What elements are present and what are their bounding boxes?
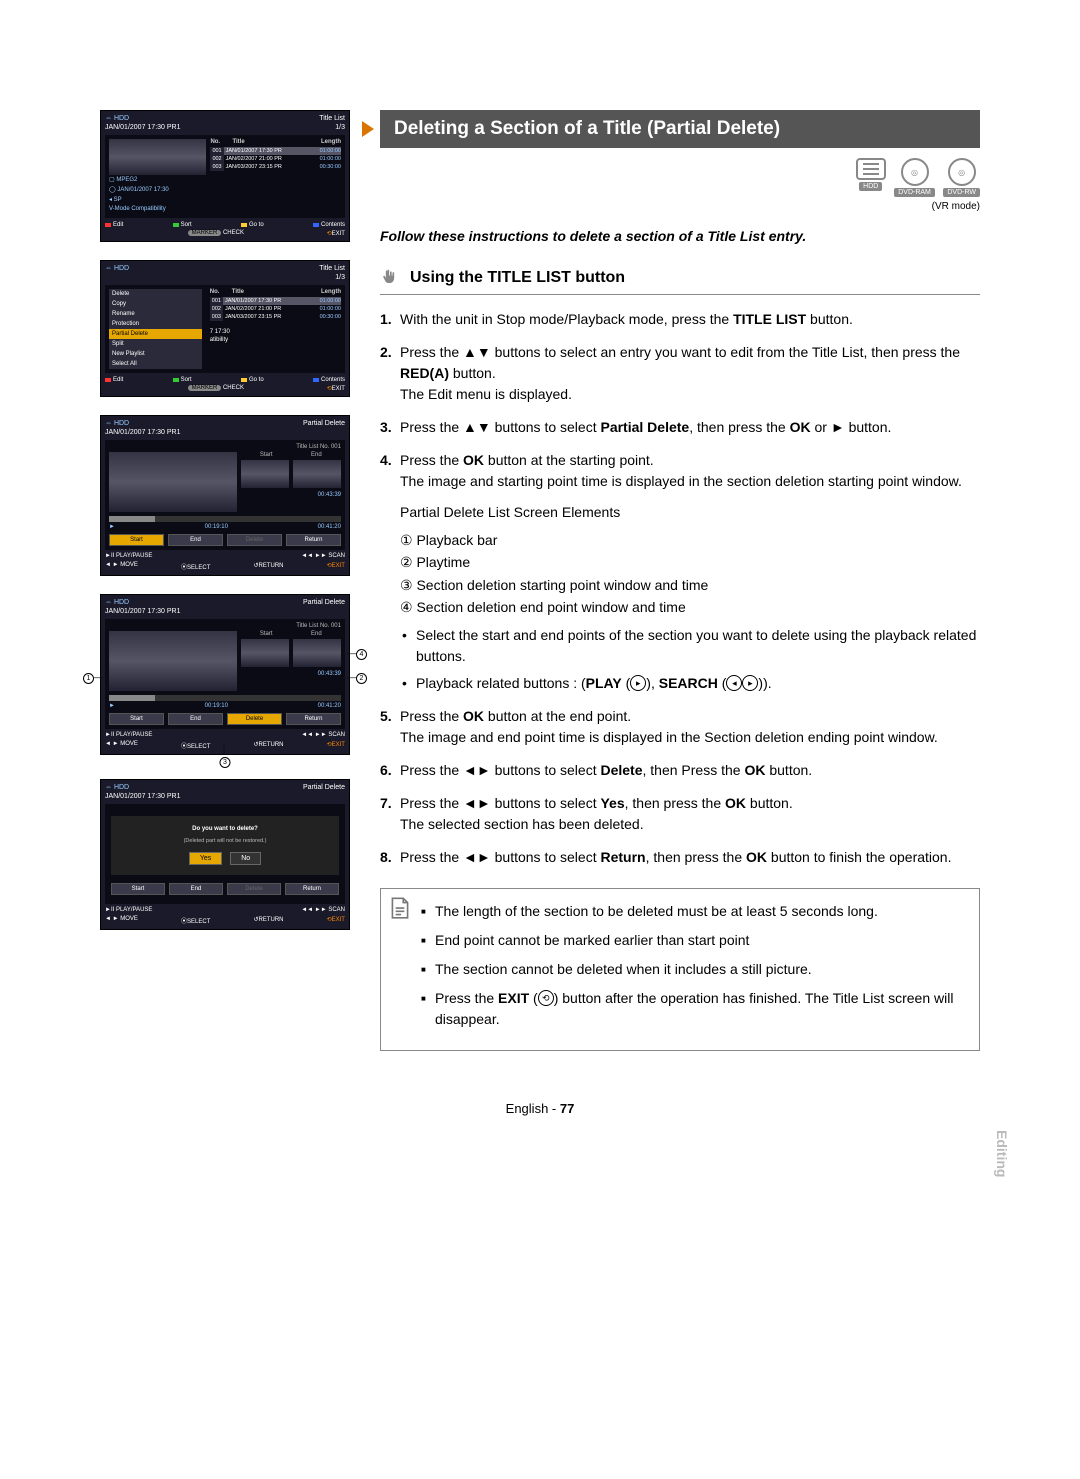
- menu-item[interactable]: Split: [109, 339, 202, 349]
- pd-return-button[interactable]: Return: [285, 883, 339, 895]
- exit-icon: ⟲: [538, 990, 554, 1006]
- pd-return-button[interactable]: Return: [286, 534, 341, 546]
- count-label: 1/3: [335, 124, 345, 131]
- step-2: Press the ▲▼ buttons to select an entry …: [380, 342, 980, 405]
- hdd-icon: [856, 158, 886, 180]
- foot-exit: EXIT: [332, 231, 345, 237]
- foot-check: CHECK: [223, 230, 244, 236]
- note-1: The length of the section to be deleted …: [421, 901, 965, 922]
- pd-start-button[interactable]: Start: [109, 713, 164, 725]
- foot-sort: Sort: [181, 222, 192, 228]
- hdd-label: ⇔ HDD: [105, 115, 129, 122]
- page-footer: English - 77: [100, 1101, 980, 1116]
- meta-1: ▢ MPEG2: [109, 177, 206, 185]
- edit-menu: DeleteCopyRenameProtectionPartial Delete…: [109, 289, 202, 369]
- end-thumb: [293, 460, 341, 488]
- menu-item[interactable]: Partial Delete: [109, 329, 202, 339]
- hdd-label: HDD: [859, 182, 882, 191]
- pd-end-button[interactable]: End: [169, 883, 223, 895]
- foot-edit: Edit: [113, 222, 123, 228]
- menu-item[interactable]: Rename: [109, 309, 202, 319]
- pd-start-button[interactable]: Start: [109, 534, 164, 546]
- menu-item[interactable]: Copy: [109, 299, 202, 309]
- step-7: Press the ◄► buttons to select Yes, then…: [380, 793, 980, 835]
- note-box: The length of the section to be deleted …: [380, 888, 980, 1051]
- side-tab: Editing: [994, 1130, 1010, 1177]
- screen-confirm-delete: ⇔ HDD Partial Delete JAN/01/2007 17:30 P…: [100, 779, 350, 930]
- note-3: The section cannot be deleted when it in…: [421, 959, 965, 980]
- sub-header: Using the TITLE LIST button: [410, 269, 625, 287]
- content-column: Deleting a Section of a Title (Partial D…: [380, 110, 980, 1051]
- confirm-yes-button[interactable]: Yes: [189, 852, 222, 865]
- search-back-icon: ◂: [726, 675, 742, 691]
- table-row: 001JAN/01/2007 17:30 PR01:00:00: [210, 147, 341, 155]
- screen-edit-menu: ⇔ HDD Title List JAN/01/2007 17:30 PR1 1…: [100, 260, 350, 397]
- foot-goto: Go to: [249, 222, 264, 228]
- vr-mode-label: (VR mode): [380, 201, 980, 212]
- preview-thumbnail: [109, 139, 206, 175]
- table-row: 002JAN/02/2007 21:00 PR01:00:00: [210, 305, 341, 313]
- pd-end-button[interactable]: End: [168, 534, 223, 546]
- dvd-ram-icon: ◎: [901, 158, 929, 186]
- pd-delete-button[interactable]: Delete: [227, 713, 282, 725]
- pd-end-button[interactable]: End: [168, 713, 223, 725]
- step-6: Press the ◄► buttons to select Delete, t…: [380, 760, 980, 781]
- follow-instruction: Follow these instructions to delete a se…: [380, 228, 980, 244]
- section-title: Deleting a Section of a Title (Partial D…: [380, 110, 980, 148]
- table-row: 001JAN/01/2007 17:30 PR01:00:00: [210, 297, 341, 305]
- element-2: ② Playtime: [400, 551, 980, 573]
- table-row: 002JAN/02/2007 21:00 PR01:00:00: [210, 155, 341, 163]
- bullet-select-points: Select the start and end points of the s…: [400, 625, 980, 667]
- note-icon: [387, 895, 413, 921]
- col-title: Title: [232, 139, 317, 145]
- title-list-label: Title List: [319, 115, 345, 122]
- step-5: Press the OK button at the end point. Th…: [380, 706, 980, 748]
- confirm-no-button[interactable]: No: [230, 852, 261, 865]
- disc-compatibility-row: HDD ◎ DVD-RAM ◎ DVD-RW: [380, 158, 980, 197]
- element-4: ④ Section deletion end point window and …: [400, 596, 980, 618]
- menu-item[interactable]: New Playlist: [109, 349, 202, 359]
- element-3: ③ Section deletion starting point window…: [400, 574, 980, 596]
- pd-start-button[interactable]: Start: [111, 883, 165, 895]
- step-3: Press the ▲▼ buttons to select Partial D…: [380, 417, 980, 438]
- meta-4: V-Mode Compatibility: [109, 206, 206, 214]
- preview-main: [109, 452, 237, 512]
- step-1: With the unit in Stop mode/Playback mode…: [380, 309, 980, 330]
- play-icon: ▸: [630, 675, 646, 691]
- step-4: Press the OK button at the starting poin…: [380, 450, 980, 694]
- col-no: No.: [210, 139, 228, 145]
- confirm-dialog: Do you want to delete? (Deleted part wil…: [111, 816, 339, 875]
- dvd-rw-label: DVD-RW: [943, 188, 980, 197]
- date-label: JAN/01/2007 17:30 PR1: [105, 124, 181, 131]
- search-fwd-icon: ▸: [742, 675, 758, 691]
- screenshots-column: ⇔ HDD Title List JAN/01/2007 17:30 PR1 1…: [100, 110, 350, 948]
- menu-item[interactable]: Select All: [109, 359, 202, 369]
- hand-icon: [380, 268, 400, 288]
- note-2: End point cannot be marked earlier than …: [421, 930, 965, 951]
- table-row: 003JAN/03/2007 23:15 PR00:30:00: [210, 163, 341, 171]
- dvd-ram-label: DVD-RAM: [894, 188, 935, 197]
- dvd-rw-icon: ◎: [948, 158, 976, 186]
- confirm-sub: (Deleted part will not be restored.): [117, 838, 333, 844]
- menu-item[interactable]: Delete: [109, 289, 202, 299]
- meta-3: ◂ SP: [109, 197, 206, 205]
- pd-delete-button[interactable]: Delete: [227, 534, 282, 546]
- foot-contents: Contents: [321, 222, 345, 228]
- pd-return-button[interactable]: Return: [286, 713, 341, 725]
- col-length: Length: [321, 139, 341, 145]
- screen-partial-delete-start: ⇔ HDD Partial Delete JAN/01/2007 17:30 P…: [100, 415, 350, 576]
- start-thumb: [241, 460, 289, 488]
- step-8: Press the ◄► buttons to select Return, t…: [380, 847, 980, 868]
- note-4: Press the EXIT (⟲) button after the oper…: [421, 988, 965, 1030]
- steps-list: With the unit in Stop mode/Playback mode…: [380, 309, 980, 868]
- confirm-message: Do you want to delete?: [117, 826, 333, 832]
- screen-title-list: ⇔ HDD Title List JAN/01/2007 17:30 PR1 1…: [100, 110, 350, 242]
- meta-2: ◯ JAN/01/2007 17:30: [109, 187, 206, 195]
- bullet-playback-buttons: Playback related buttons : (PLAY (▸), SE…: [400, 673, 980, 694]
- table-row: 003JAN/03/2007 23:15 PR00:30:00: [210, 313, 341, 321]
- menu-item[interactable]: Protection: [109, 319, 202, 329]
- pd-delete-button[interactable]: Delete: [227, 883, 281, 895]
- element-1: ① Playback bar: [400, 529, 980, 551]
- screen-partial-delete-annotated: 1— —2 —4 ｜3 ⇔ HDD Partial Delete JAN/01/…: [100, 594, 350, 755]
